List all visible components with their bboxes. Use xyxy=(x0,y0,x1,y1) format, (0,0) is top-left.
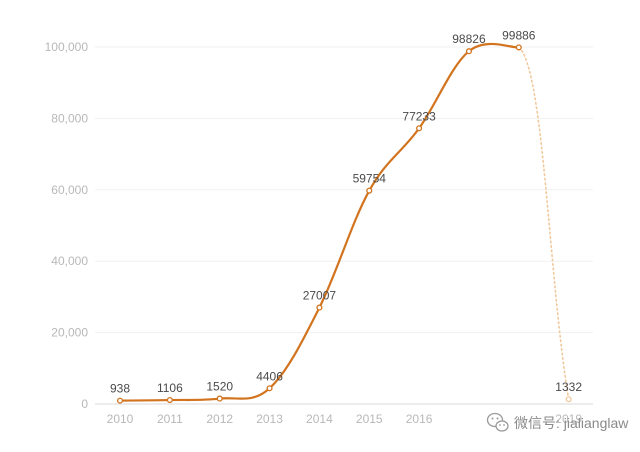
x-tick-label: 2011 xyxy=(157,412,183,426)
data-point xyxy=(366,187,373,194)
series-line xyxy=(119,42,570,402)
y-tick-label: 60,000 xyxy=(51,183,88,197)
series-line-solid xyxy=(119,42,519,402)
data-label: 4406 xyxy=(256,369,283,383)
data-point xyxy=(565,396,572,403)
data-point xyxy=(515,44,522,51)
y-tick-label: 0 xyxy=(81,397,88,411)
x-tick-label: 2019 xyxy=(555,412,582,426)
data-points xyxy=(116,44,572,404)
data-point xyxy=(166,397,173,404)
x-tick-label: 2013 xyxy=(256,412,283,426)
grid xyxy=(95,46,593,405)
x-tick-label: 2015 xyxy=(356,412,383,426)
y-tick-label: 100,000 xyxy=(45,40,89,54)
data-label: 1106 xyxy=(157,381,183,395)
x-tick-label: 2014 xyxy=(306,412,333,426)
x-tick-label: 2012 xyxy=(206,412,233,426)
data-label: 938 xyxy=(110,382,130,396)
data-point xyxy=(465,48,473,55)
watermark: 微信号: jialianglaw xyxy=(486,412,629,432)
data-point xyxy=(416,125,423,132)
data-label: 59754 xyxy=(353,172,387,186)
data-label: 98826 xyxy=(452,32,486,46)
data-point xyxy=(266,385,273,392)
x-axis-ticks: 2010 2011 2012 2013 2014 2015 2016 2019 xyxy=(107,412,583,426)
data-point xyxy=(316,304,323,311)
watermark-text: 微信号: jialianglaw xyxy=(514,415,629,431)
data-point xyxy=(216,395,223,402)
data-label: 1520 xyxy=(206,380,233,394)
x-tick-label: 2016 xyxy=(406,412,433,426)
y-axis-ticks: 0 20,000 40,000 60,000 80,000 100,000 xyxy=(45,40,89,411)
data-label: 77233 xyxy=(402,109,436,123)
data-label: 27007 xyxy=(303,289,337,303)
data-label: 1332 xyxy=(555,380,582,394)
data-point xyxy=(116,397,124,404)
wechat-icon xyxy=(486,412,509,432)
data-labels: 938 1106 1520 4406 27007 59754 77233 98826 99886… xyxy=(110,28,582,395)
x-tick-label: 2010 xyxy=(107,412,134,426)
data-label: 99886 xyxy=(502,28,536,42)
y-tick-label: 80,000 xyxy=(51,111,88,125)
y-tick-label: 40,000 xyxy=(51,254,88,268)
series-line-dotted xyxy=(518,46,570,401)
y-tick-label: 20,000 xyxy=(51,326,88,340)
